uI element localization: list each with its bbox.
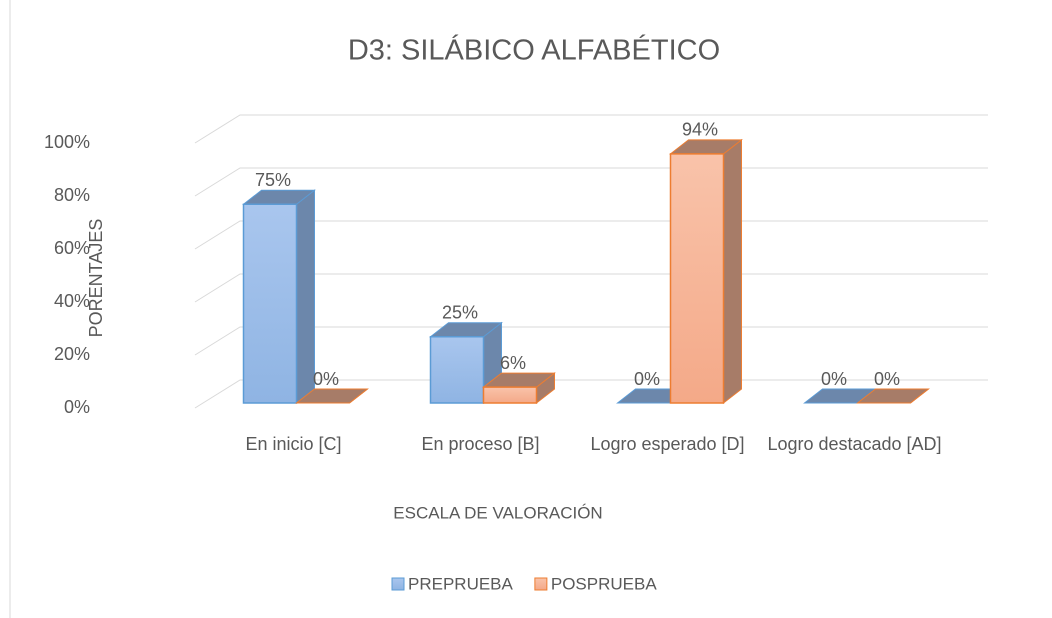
data-label: 6% xyxy=(500,353,526,373)
data-label: 0% xyxy=(874,369,900,389)
bar-top xyxy=(856,388,930,404)
legend-label: PREPRUEBA xyxy=(408,574,514,593)
legend-swatch xyxy=(391,577,405,591)
legend-label: POSPRUEBA xyxy=(551,574,657,593)
y-tick-label: 60% xyxy=(54,238,90,258)
x-tick-label: Logro esperado [D] xyxy=(590,434,745,454)
bar-side xyxy=(296,189,315,405)
data-label: 0% xyxy=(821,369,847,389)
chart-title: D3: SILÁBICO ALFABÉTICO xyxy=(348,34,720,67)
bar xyxy=(669,153,725,404)
data-label: 25% xyxy=(442,303,478,323)
data-label: 94% xyxy=(682,120,718,140)
x-axis-title: ESCALA DE VALORACIÓN xyxy=(393,503,602,522)
legend-swatch xyxy=(534,577,548,591)
x-tick-label: En proceso [B] xyxy=(421,434,540,454)
bar xyxy=(429,336,485,404)
data-label: 75% xyxy=(255,170,291,190)
bar xyxy=(242,203,298,404)
y-tick-label: 0% xyxy=(64,397,90,417)
bar-top xyxy=(295,388,369,404)
x-tick-label: En inicio [C] xyxy=(245,434,342,454)
grid-line xyxy=(194,114,988,144)
bar-side xyxy=(723,138,742,405)
y-axis-title: PORENTAJES xyxy=(86,219,106,338)
bar xyxy=(482,386,538,404)
data-label: 0% xyxy=(313,369,339,389)
x-tick-label: Logro destacado [AD] xyxy=(767,434,942,454)
y-tick-label: 40% xyxy=(54,291,90,311)
y-tick-label: 100% xyxy=(44,132,90,152)
data-label: 0% xyxy=(634,369,660,389)
y-tick-label: 20% xyxy=(54,344,90,364)
y-tick-label: 80% xyxy=(54,185,90,205)
